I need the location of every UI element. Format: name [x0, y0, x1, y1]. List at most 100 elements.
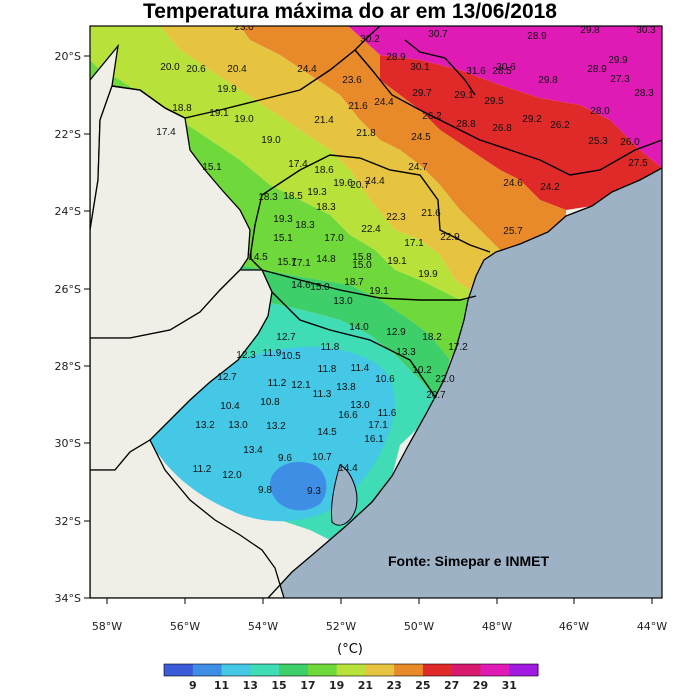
station-value: 24.4	[365, 176, 385, 187]
state-boundaries	[111, 26, 662, 399]
colorbar-tick-label: 29	[473, 679, 488, 692]
station-value: 12.9	[386, 327, 406, 338]
station-value: 20.7	[426, 390, 446, 401]
station-value: 24.5	[411, 132, 431, 143]
lon-tick-label: 58°W	[92, 620, 122, 633]
station-value: 15.8	[352, 252, 372, 263]
station-labels: 23.0 30.2 30.7 28.9 29.8 30.3 20.0 20.6 20.4 24.4…	[156, 22, 656, 497]
station-value: 11.9	[263, 348, 282, 359]
colorbar-tick-label: 31	[502, 679, 517, 692]
colorbar-swatch	[250, 664, 280, 676]
station-value: 15.7	[277, 257, 297, 268]
station-value: 19.3	[273, 214, 293, 225]
station-value: 17.4	[156, 127, 176, 138]
station-value: 15.1	[202, 162, 222, 173]
station-value: 14.5	[317, 427, 337, 438]
station-value: 13.0	[350, 400, 370, 411]
station-value: 15.0	[310, 282, 330, 293]
station-value: 18.3	[258, 192, 278, 203]
lon-tick-label: 52°W	[326, 620, 356, 633]
station-value: 23.6	[342, 75, 362, 86]
station-value: 24.4	[374, 97, 394, 108]
station-value: 18.3	[295, 220, 315, 231]
station-value: 29.7	[412, 88, 432, 99]
station-value: 18.8	[172, 103, 192, 114]
station-value: 18.5	[283, 191, 303, 202]
station-value: 9.8	[258, 485, 272, 496]
station-value: 20.4	[227, 64, 247, 75]
station-value: 21.6	[421, 208, 441, 219]
station-value: 28.5	[492, 66, 512, 77]
station-value: 13.8	[336, 382, 356, 393]
station-value: 22.4	[361, 224, 381, 235]
station-value: 28.9	[587, 64, 607, 75]
station-value: 19.9	[217, 84, 237, 95]
station-value: 27.3	[610, 74, 630, 85]
station-value: 15.0	[352, 260, 372, 271]
station-value: 18.2	[422, 332, 442, 343]
station-value: 25.7	[503, 226, 523, 237]
station-value: 28.9	[386, 52, 406, 63]
station-value: 19.0	[234, 114, 254, 125]
lat-tick-label: 34°S	[55, 592, 81, 605]
colorbar-swatch	[422, 664, 453, 676]
station-value: 26.0	[620, 137, 640, 148]
station-value: 26.2	[550, 120, 570, 131]
station-value: 29.2	[522, 114, 542, 125]
lat-tick-label: 22°S	[55, 128, 81, 141]
station-value: 19.9	[418, 269, 438, 280]
colorbar-swatch	[221, 664, 251, 676]
station-value: 29.5	[484, 96, 504, 107]
station-value: 22.0	[435, 374, 455, 385]
station-value: 26.2	[422, 111, 442, 122]
colorbar-swatch	[336, 664, 366, 676]
station-value: 15.1	[273, 233, 293, 244]
colorbar-swatch	[480, 664, 510, 676]
station-value: 20.7	[350, 180, 370, 191]
station-value: 11.2	[268, 378, 287, 389]
colorbar-unit: (°C)	[337, 642, 363, 657]
colorbar-swatch	[509, 664, 539, 676]
station-value: 13.0	[228, 420, 248, 431]
station-value: 12.7	[276, 332, 296, 343]
map-frame	[89, 25, 663, 599]
station-value: 29.8	[538, 75, 558, 86]
colorbar-tick-label: 27	[444, 679, 459, 692]
coastline	[267, 167, 662, 598]
station-value: 22.9	[440, 232, 460, 243]
station-value: 14.8	[316, 254, 336, 265]
station-value: 23.0	[234, 22, 254, 33]
colorbar-swatch	[192, 664, 223, 676]
station-value: 12.0	[222, 470, 242, 481]
station-value: 19.1	[209, 108, 229, 119]
lon-tick-label: 48°W	[482, 620, 512, 633]
lon-tick-label: 50°W	[404, 620, 434, 633]
station-value: 21.4	[314, 115, 334, 126]
foreign-land	[90, 43, 285, 598]
colorbar-tick-label: 13	[243, 679, 258, 692]
lat-tick-label: 28°S	[55, 360, 81, 373]
colorbar-tick-label: 15	[271, 679, 286, 692]
station-value: 14.6	[291, 280, 311, 291]
station-value: 29.9	[608, 55, 628, 66]
station-value: 25.3	[588, 136, 608, 147]
station-value: 11.3	[313, 389, 332, 400]
station-value: 12.3	[236, 350, 256, 361]
station-value: 28.8	[456, 119, 476, 130]
station-value: 10.5	[281, 351, 301, 362]
station-value: 17.1	[404, 238, 424, 249]
station-value: 13.0	[333, 296, 353, 307]
station-value: 21.6	[348, 101, 368, 112]
lat-tick-label: 26°S	[55, 283, 81, 296]
station-value: 17.4	[288, 159, 308, 170]
station-value: 17.1	[291, 258, 311, 269]
station-value: 17.1	[368, 420, 388, 431]
colorbar-swatch	[164, 664, 194, 676]
station-value: 18.3	[316, 202, 336, 213]
station-value: 11.8	[318, 364, 337, 375]
lat-tick-label: 24°S	[55, 205, 81, 218]
station-value: 13.3	[396, 347, 416, 358]
station-value: 19.3	[307, 187, 327, 198]
station-value: 10.4	[220, 401, 240, 412]
